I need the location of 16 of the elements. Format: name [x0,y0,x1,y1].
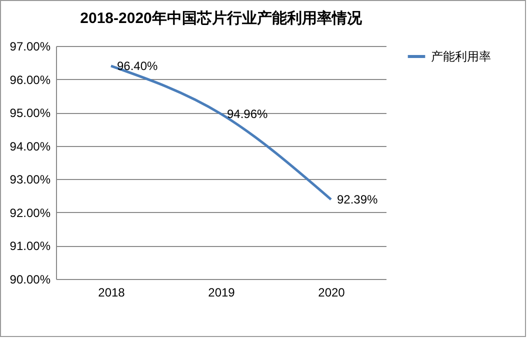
legend-label: 产能利用率 [431,50,491,64]
y-tick-label: 97.00% [10,40,51,54]
y-tick-label: 93.00% [10,172,51,187]
y-tick-label: 90.00% [10,272,51,286]
x-tick-label: 2019 [208,286,236,300]
data-label: 92.39% [337,192,378,206]
y-tick-label: 94.00% [10,139,51,154]
y-tick-label: 96.00% [10,72,51,87]
data-label: 94.96% [227,106,268,121]
data-label: 96.40% [117,58,158,73]
chart-title: 2018-2020年中国芯片行业产能利用率情况 [80,9,363,27]
y-tick-label: 92.00% [10,206,51,220]
y-tick-label: 91.00% [10,239,51,254]
y-tick-label: 95.00% [10,106,51,120]
x-tick-label: 2020 [318,286,346,300]
x-tick-label: 2018 [98,286,126,300]
